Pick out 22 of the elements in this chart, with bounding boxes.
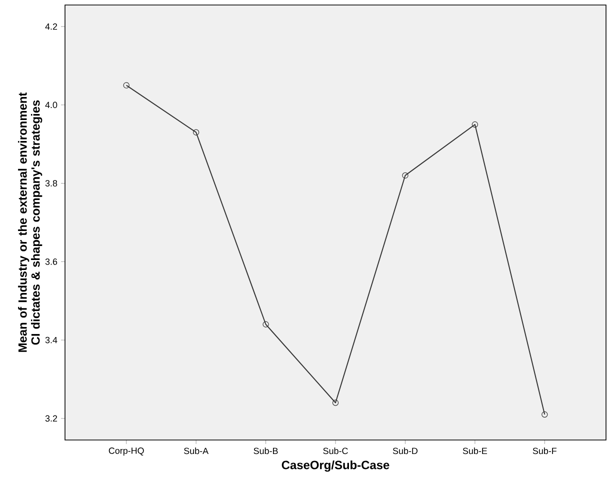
y-tick-label: 3.6 xyxy=(45,258,58,265)
x-tick-label: Corp-HQ xyxy=(108,448,144,456)
point xyxy=(542,411,548,418)
y-tick-label: 3.8 xyxy=(45,180,58,186)
x-axis-title: CaseOrg/Sub-Case xyxy=(282,460,390,472)
x-tick-label: Sub-F xyxy=(532,448,557,454)
y-tick-label: 4.0 xyxy=(45,102,58,108)
point xyxy=(192,129,200,136)
x-tick-label: Sub-D xyxy=(392,448,418,454)
x-tick-label: Sub-B xyxy=(254,448,278,454)
y-tick-label: 3.2 xyxy=(45,415,58,422)
x-tick-label: Sub-C xyxy=(323,448,348,454)
point xyxy=(262,321,269,328)
y-tick-label: 3.4 xyxy=(45,336,58,344)
y-axis-title: Mean of Industry or the external environment CI dictates & shapes company's strategies xyxy=(18,92,42,352)
y-tick-label: 4.2 xyxy=(45,23,58,30)
point xyxy=(123,82,130,88)
x-tick-label: Sub-A xyxy=(184,448,209,454)
point xyxy=(332,400,339,406)
x-tick-label: Sub-E xyxy=(462,448,488,454)
point xyxy=(472,121,478,128)
point xyxy=(402,172,408,179)
